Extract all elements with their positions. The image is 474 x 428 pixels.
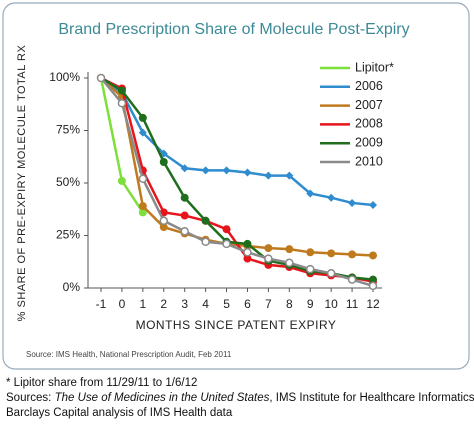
legend-label: 2009	[355, 135, 383, 149]
x-tick-label: 4	[202, 297, 209, 311]
marker	[327, 249, 336, 258]
x-tick-label: 2	[160, 297, 167, 311]
y-tick-label: 100%	[49, 70, 80, 84]
x-tick-label: 6	[244, 297, 251, 311]
marker	[180, 227, 189, 236]
x-axis-label: MONTHS SINCE PATENT EXPIRY	[136, 318, 337, 332]
footnote: Barclays Capital analysis of IMS Health …	[6, 407, 233, 419]
marker	[305, 264, 315, 274]
marker	[201, 166, 210, 175]
marker	[369, 201, 377, 210]
footnote-italic: The Use of Medicines in the United State…	[54, 392, 270, 404]
legend-label: 2010	[355, 154, 383, 168]
x-tick-label: 0	[119, 297, 126, 311]
marker	[369, 251, 377, 260]
legend-label: Lipitor*	[355, 60, 394, 74]
marker	[222, 166, 231, 175]
chart-title: Brand Prescription Share of Molecule Pos…	[58, 21, 409, 38]
y-tick-label: 25%	[56, 228, 80, 242]
marker	[243, 168, 252, 177]
marker	[285, 171, 294, 180]
marker	[264, 244, 273, 253]
marker	[138, 174, 148, 184]
marker	[285, 245, 294, 254]
legend-label: 2006	[355, 79, 383, 93]
marker	[180, 211, 189, 220]
marker	[117, 98, 127, 108]
legend-label: 2008	[355, 117, 383, 131]
marker	[264, 254, 273, 263]
footnote-part: , IMS Institute for Healthcare Informati…	[269, 392, 474, 404]
marker	[138, 113, 147, 122]
marker	[326, 269, 336, 278]
x-tick-label: 12	[366, 297, 380, 311]
marker	[243, 239, 252, 248]
marker	[117, 86, 126, 95]
marker	[347, 275, 357, 284]
x-tick-label: 5	[223, 297, 230, 311]
marker	[222, 239, 231, 249]
marker	[285, 258, 294, 268]
source: Source: IMS Health, National Prescriptio…	[26, 350, 232, 359]
marker	[327, 193, 336, 202]
marker	[117, 176, 126, 185]
footnote-part: Sources:	[6, 392, 55, 404]
marker	[201, 216, 210, 225]
x-tick-label: -1	[96, 297, 107, 311]
x-tick-label: 8	[286, 297, 293, 311]
marker	[159, 216, 169, 226]
marker	[306, 189, 315, 198]
marker	[201, 237, 210, 247]
x-tick-label: 11	[346, 297, 359, 311]
footnote: Sources: The Use of Medicines in the Uni…	[6, 392, 474, 404]
footnote: * Lipitor share from 11/29/11 to 1/6/12	[6, 377, 198, 389]
marker	[96, 73, 106, 83]
marker	[159, 223, 168, 232]
y-axis-label: % SHARE OF PRE-EXPIRY MOLECULE TOTAL RX	[16, 45, 28, 322]
y-tick-label: 75%	[56, 123, 80, 137]
x-tick-label: 7	[265, 297, 272, 311]
marker	[180, 164, 189, 173]
marker	[348, 250, 357, 259]
series-line	[100, 76, 374, 207]
y-tick-label: 50%	[56, 175, 80, 189]
marker	[243, 254, 252, 263]
marker	[138, 128, 147, 137]
y-tick-label: 0%	[63, 280, 81, 294]
legend-label: 2007	[355, 98, 383, 112]
marker	[369, 275, 377, 284]
marker	[159, 158, 168, 166]
marker	[138, 208, 147, 217]
marker	[348, 198, 357, 207]
marker	[180, 193, 189, 202]
x-tick-label: 9	[307, 297, 314, 311]
x-tick-label: 3	[181, 297, 188, 311]
x-tick-label: 1	[140, 297, 147, 311]
marker	[368, 281, 378, 291]
marker	[243, 248, 252, 257]
marker	[264, 171, 273, 180]
marker	[222, 225, 231, 234]
marker	[306, 248, 315, 257]
marker	[138, 202, 147, 211]
x-tick-label: 10	[324, 297, 338, 311]
